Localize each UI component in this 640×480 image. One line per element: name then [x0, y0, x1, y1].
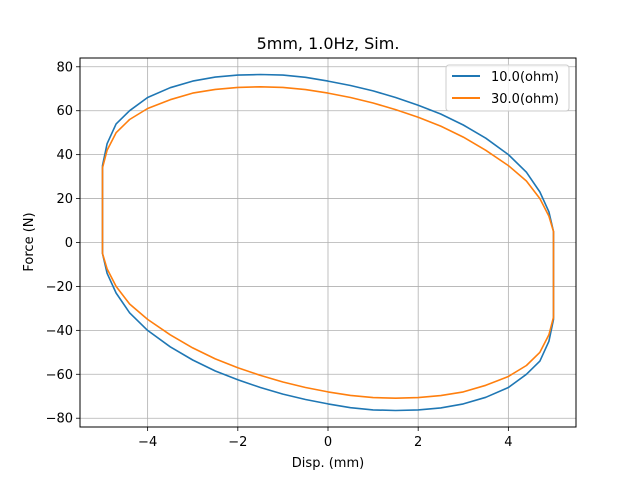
series-group: [101, 73, 555, 412]
series-line-2: [101, 86, 555, 400]
y-axis-label: Force (N): [22, 212, 37, 271]
y-tick-label: 20: [56, 192, 73, 207]
y-tick-label: 80: [56, 60, 73, 75]
y-tick-label: −60: [46, 368, 73, 383]
chart-title: 5mm, 1.0Hz, Sim.: [257, 34, 400, 53]
grid: [80, 58, 576, 427]
y-tick-label: −80: [46, 412, 73, 427]
y-tick-label: −20: [46, 280, 73, 295]
legend-label-series-2: 30.0(ohm): [491, 92, 559, 107]
x-tick-label: −2: [228, 435, 247, 450]
y-tick-label: 40: [56, 148, 73, 163]
legend-label-series-1: 10.0(ohm): [491, 70, 559, 85]
x-tick-label: 4: [504, 435, 512, 450]
legend: 10.0(ohm) 30.0(ohm): [445, 64, 570, 112]
y-tick-label: −40: [46, 324, 73, 339]
x-axis-label: Disp. (mm): [292, 456, 364, 471]
x-tick-label: 2: [414, 435, 422, 450]
y-tick-label: 60: [56, 104, 73, 119]
y-tick-label: 0: [65, 236, 73, 251]
x-tick-label: 0: [324, 435, 332, 450]
x-tick-label: −4: [138, 435, 157, 450]
